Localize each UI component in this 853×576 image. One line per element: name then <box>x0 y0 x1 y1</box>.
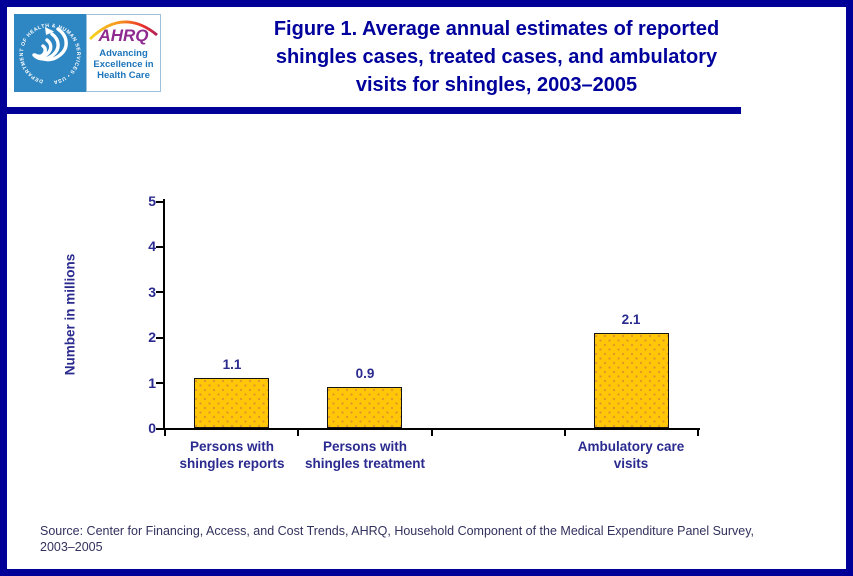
bar-value-label: 0.9 <box>355 366 375 381</box>
ahrq-rainbow-arc-icon <box>89 20 158 40</box>
ahrq-wordmark: AHRQ <box>98 26 149 45</box>
y-tick-label: 1 <box>148 374 156 391</box>
y-axis-line <box>163 199 165 430</box>
bar-value-label: 2.1 <box>621 312 641 327</box>
bar <box>327 387 402 428</box>
bar <box>194 378 269 428</box>
source-note-line: Source: Center for Financing, Access, an… <box>40 524 755 538</box>
x-tick <box>164 430 166 436</box>
x-tick <box>430 430 433 436</box>
category-label-line: Persons with <box>189 439 275 454</box>
ahrq-tagline-line: Excellence in <box>93 59 154 70</box>
ahrq-logo: AHRQ Advancing Excellence in Health Care <box>86 14 161 92</box>
x-tick <box>563 430 566 436</box>
figure-title-line: Figure 1. Average annual estimates of re… <box>273 18 720 40</box>
y-tick-label: 5 <box>148 193 156 209</box>
y-tick-label: 4 <box>148 238 156 255</box>
header-divider <box>7 107 741 114</box>
figure-title: Figure 1. Average annual estimates of re… <box>180 15 813 99</box>
category-label-line: shingles reports <box>179 456 285 471</box>
y-tick <box>156 200 164 203</box>
category-label-line: Persons with <box>322 439 408 454</box>
y-tick <box>156 427 164 430</box>
hhs-eagle-icon: DEPARTMENT OF HEALTH & HUMAN SERVICES • … <box>19 23 80 85</box>
y-tick-label: 3 <box>148 283 156 300</box>
figure-title-line: visits for shingles, 2003–2005 <box>355 74 638 96</box>
category-label-line: Ambulatory care <box>577 439 685 454</box>
source-note-line: 2003–2005 <box>40 540 103 554</box>
bar-value-label: 1.1 <box>222 357 242 372</box>
category-label-line: shingles treatment <box>304 456 426 471</box>
category-label: Ambulatory care visits <box>561 438 701 472</box>
source-note: Source: Center for Financing, Access, an… <box>40 523 835 555</box>
y-tick <box>156 336 164 339</box>
ahrq-tagline-line: Health Care <box>97 70 150 81</box>
x-tick <box>697 430 699 436</box>
y-tick-label: 0 <box>148 420 156 436</box>
y-tick <box>156 245 164 248</box>
category-label: Persons with shingles reports <box>162 438 302 472</box>
y-tick <box>156 382 164 385</box>
y-tick-label: 2 <box>148 329 156 346</box>
category-label-line: visits <box>613 456 649 471</box>
ahrq-tagline-line: Advancing <box>99 48 148 59</box>
ahrq-tagline: Advancing Excellence in Health Care <box>87 48 160 81</box>
figure-title-line: shingles cases, treated cases, and ambul… <box>275 46 718 68</box>
agency-logo: DEPARTMENT OF HEALTH & HUMAN SERVICES • … <box>14 14 163 92</box>
y-axis-title: Number in millions <box>62 253 78 376</box>
category-label: Persons with shingles treatment <box>295 438 435 472</box>
x-tick <box>297 430 300 436</box>
hhs-seal: DEPARTMENT OF HEALTH & HUMAN SERVICES • … <box>14 14 86 92</box>
y-tick <box>156 291 164 294</box>
bar <box>594 333 669 428</box>
x-axis-line <box>163 428 700 430</box>
